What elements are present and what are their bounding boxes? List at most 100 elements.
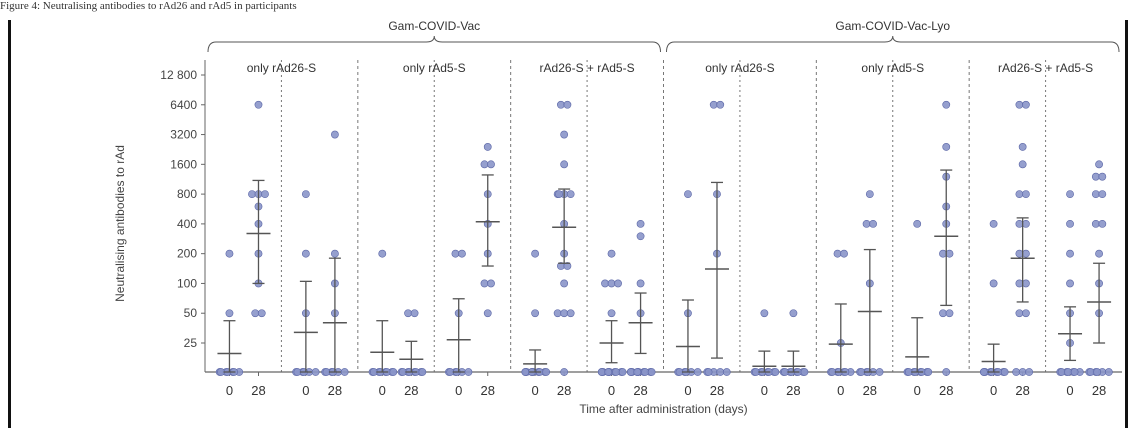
subgroup-label: only rAd5-S <box>403 61 466 75</box>
day28-point <box>789 309 798 318</box>
day0-point <box>1070 368 1079 376</box>
day0-point <box>604 368 613 376</box>
day0-point <box>989 219 998 228</box>
day28-point <box>1015 279 1024 288</box>
day28-point <box>875 368 884 376</box>
day28-point <box>1022 219 1030 228</box>
day0-point <box>458 249 466 258</box>
day28-point <box>647 368 656 376</box>
day0-point <box>607 249 616 258</box>
day28-point <box>1104 368 1113 376</box>
day0-point <box>542 368 551 376</box>
subgroup-label: only rAd26-S <box>247 61 316 75</box>
group-bracket <box>666 35 1120 53</box>
day28-point <box>555 190 563 199</box>
day28-point <box>1091 190 1100 199</box>
subgroup-label: rAd26-S + rAd5-S <box>540 61 635 75</box>
day28-point <box>331 249 339 258</box>
labels: Neutralising antibodies to rAd Time after… <box>113 19 1106 416</box>
day28-point <box>563 262 572 270</box>
day0-point <box>1066 219 1074 228</box>
day28-point <box>566 190 575 199</box>
y-tick-label: 25 <box>184 336 198 350</box>
day28-point <box>248 190 256 199</box>
y-tick-label: 50 <box>184 306 198 320</box>
day28-point <box>331 130 339 139</box>
day0-point <box>1066 190 1074 199</box>
day28-point <box>1022 100 1030 109</box>
day28-point <box>1098 190 1107 199</box>
day28-point <box>483 309 492 318</box>
day28-point <box>404 309 412 318</box>
day28-point <box>563 100 572 109</box>
day28-point <box>1015 190 1024 199</box>
day0-point <box>464 368 473 376</box>
day28-point <box>566 309 575 318</box>
group-bracket <box>207 35 661 53</box>
day0-point <box>1000 368 1009 376</box>
day28-point <box>483 143 492 151</box>
day0-point <box>301 249 310 258</box>
x-tick-label: 28 <box>1015 383 1029 398</box>
day28-point <box>709 100 718 109</box>
day0-point <box>989 279 998 288</box>
day28-point <box>636 279 645 288</box>
day28-point <box>939 249 947 258</box>
day28-point <box>942 100 951 109</box>
day28-point <box>553 309 562 318</box>
day0-point <box>378 249 387 258</box>
day28-point <box>1018 368 1027 376</box>
day28-point <box>560 309 569 318</box>
day28-point <box>1015 100 1024 109</box>
x-tick-label: 0 <box>608 383 615 398</box>
day28-point <box>636 219 645 228</box>
day28-point <box>1022 279 1030 288</box>
x-tick-label: 28 <box>786 383 800 398</box>
day28-point <box>942 368 951 376</box>
day0-point <box>531 309 540 318</box>
day0-point <box>693 368 702 376</box>
panel-dividers <box>280 60 1047 372</box>
x-axis-title: Time after administration (days) <box>579 402 747 416</box>
x-tick-label: 0 <box>226 383 233 398</box>
group-label: Gam-COVID-Vac <box>388 19 480 33</box>
day28-point <box>862 219 871 228</box>
day0-point <box>1066 249 1074 258</box>
day28-point <box>254 100 263 109</box>
day0-point <box>597 368 606 376</box>
day28-point <box>418 368 427 376</box>
y-axis-title: Neutralising antibodies to rAd <box>113 145 127 302</box>
y-tick-label: 3200 <box>170 128 197 142</box>
x-tick-label: 28 <box>1092 383 1106 398</box>
y-tick-label: 6400 <box>170 98 197 112</box>
day28-point <box>340 368 349 376</box>
day0-point <box>612 368 620 376</box>
day28-point <box>1015 249 1024 258</box>
day28-point <box>257 309 266 318</box>
subgroup-label: rAd26-S + rAd5-S <box>998 61 1093 75</box>
day28-point <box>560 279 569 288</box>
day28-point <box>1086 368 1095 376</box>
day28-point <box>1095 160 1103 169</box>
day28-point <box>1091 172 1100 181</box>
day28-point <box>480 279 489 288</box>
day28-point <box>1091 219 1100 228</box>
y-tick-label: 800 <box>177 187 197 201</box>
y-tick-label: 200 <box>177 247 197 261</box>
day0-point <box>1064 368 1072 376</box>
day28-point <box>480 160 489 169</box>
day28-point <box>261 190 269 199</box>
x-tick-label: 28 <box>328 383 342 398</box>
day0-point <box>840 249 848 258</box>
day28-point <box>487 160 495 169</box>
x-tick-label: 0 <box>684 383 691 398</box>
day28-point <box>1022 190 1030 199</box>
day28-point <box>865 190 874 199</box>
day28-point <box>1025 368 1034 376</box>
x-tick-label: 28 <box>710 383 724 398</box>
day28-point <box>1018 143 1027 151</box>
day28-point <box>939 309 947 318</box>
x-tick-label: 0 <box>532 383 539 398</box>
x-tick-label: 28 <box>481 383 495 398</box>
